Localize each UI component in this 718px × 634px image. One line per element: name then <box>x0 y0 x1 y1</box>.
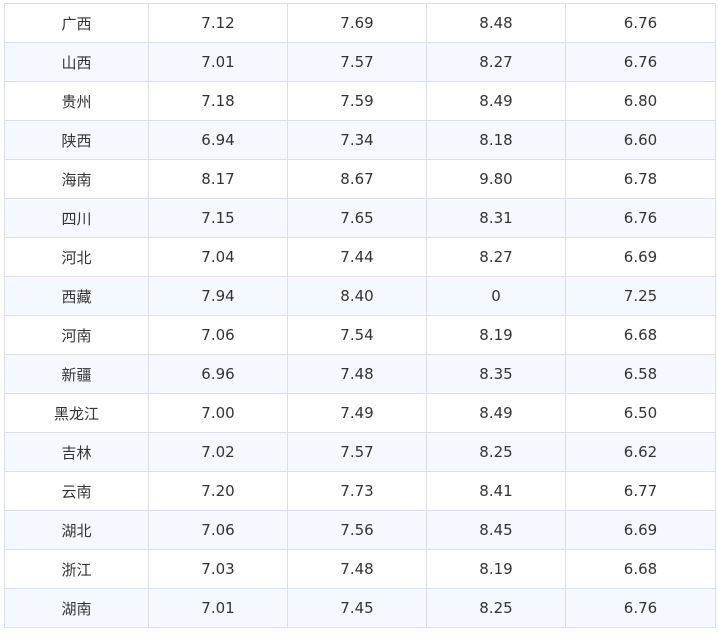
price-cell: 6.94 <box>148 120 288 160</box>
price-cell: 7.44 <box>287 237 427 277</box>
price-cell: 8.48 <box>426 3 566 43</box>
province-cell: 广西 <box>4 3 149 43</box>
price-cell: 7.57 <box>287 432 427 472</box>
price-cell: 6.68 <box>565 315 716 355</box>
price-cell: 8.40 <box>287 276 427 316</box>
price-cell: 8.49 <box>426 81 566 121</box>
price-cell: 8.67 <box>287 159 427 199</box>
province-cell: 新疆 <box>4 354 149 394</box>
price-cell: 7.48 <box>287 549 427 589</box>
price-cell: 6.78 <box>565 159 716 199</box>
price-cell: 7.20 <box>148 471 288 511</box>
price-cell: 7.54 <box>287 315 427 355</box>
table-row: 山西 7.01 7.57 8.27 6.76 <box>4 42 716 82</box>
price-cell: 6.76 <box>565 588 716 628</box>
price-cell: 7.04 <box>148 237 288 277</box>
table-row: 海南 8.17 8.67 9.80 6.78 <box>4 159 716 199</box>
table-row: 贵州 7.18 7.59 8.49 6.80 <box>4 81 716 121</box>
table-row: 河南 7.06 7.54 8.19 6.68 <box>4 315 716 355</box>
price-cell: 7.49 <box>287 393 427 433</box>
province-cell: 陕西 <box>4 120 149 160</box>
province-cell: 黑龙江 <box>4 393 149 433</box>
table-row: 吉林 7.02 7.57 8.25 6.62 <box>4 432 716 472</box>
table-row: 湖北 7.06 7.56 8.45 6.69 <box>4 510 716 550</box>
price-cell: 7.69 <box>287 3 427 43</box>
price-cell: 9.80 <box>426 159 566 199</box>
province-cell: 湖南 <box>4 588 149 628</box>
province-cell: 吉林 <box>4 432 149 472</box>
price-cell: 6.58 <box>565 354 716 394</box>
price-cell: 7.00 <box>148 393 288 433</box>
price-cell: 7.06 <box>148 510 288 550</box>
province-cell: 西藏 <box>4 276 149 316</box>
province-cell: 云南 <box>4 471 149 511</box>
price-cell: 7.34 <box>287 120 427 160</box>
table-row: 四川 7.15 7.65 8.31 6.76 <box>4 198 716 238</box>
price-cell: 8.31 <box>426 198 566 238</box>
price-cell: 8.45 <box>426 510 566 550</box>
price-cell: 7.01 <box>148 588 288 628</box>
price-cell: 6.76 <box>565 3 716 43</box>
price-cell: 7.01 <box>148 42 288 82</box>
price-cell: 7.18 <box>148 81 288 121</box>
province-cell: 贵州 <box>4 81 149 121</box>
price-cell: 7.94 <box>148 276 288 316</box>
province-cell: 河北 <box>4 237 149 277</box>
province-cell: 海南 <box>4 159 149 199</box>
table-row: 云南 7.20 7.73 8.41 6.77 <box>4 471 716 511</box>
price-cell: 6.76 <box>565 42 716 82</box>
price-cell: 8.18 <box>426 120 566 160</box>
province-cell: 浙江 <box>4 549 149 589</box>
price-cell: 6.69 <box>565 510 716 550</box>
province-cell: 山西 <box>4 42 149 82</box>
table-row: 浙江 7.03 7.48 8.19 6.68 <box>4 549 716 589</box>
price-cell: 6.62 <box>565 432 716 472</box>
price-cell: 7.15 <box>148 198 288 238</box>
price-cell: 8.19 <box>426 549 566 589</box>
price-cell: 7.56 <box>287 510 427 550</box>
price-table: 广西 7.12 7.69 8.48 6.76 山西 7.01 7.57 8.27 6.76 贵州 7.… <box>4 3 716 628</box>
price-cell: 8.27 <box>426 237 566 277</box>
table-row: 河北 7.04 7.44 8.27 6.69 <box>4 237 716 277</box>
table-body: 广西 7.12 7.69 8.48 6.76 山西 7.01 7.57 8.27 6.76 贵州 7.… <box>4 3 716 628</box>
table-row: 黑龙江 7.00 7.49 8.49 6.50 <box>4 393 716 433</box>
table-row: 陕西 6.94 7.34 8.18 6.60 <box>4 120 716 160</box>
province-cell: 湖北 <box>4 510 149 550</box>
table-row: 新疆 6.96 7.48 8.35 6.58 <box>4 354 716 394</box>
price-cell: 7.48 <box>287 354 427 394</box>
price-cell: 7.73 <box>287 471 427 511</box>
price-cell: 6.60 <box>565 120 716 160</box>
price-cell: 6.80 <box>565 81 716 121</box>
price-cell: 6.50 <box>565 393 716 433</box>
price-cell: 6.68 <box>565 549 716 589</box>
price-cell: 7.57 <box>287 42 427 82</box>
province-cell: 四川 <box>4 198 149 238</box>
price-cell: 6.76 <box>565 198 716 238</box>
table-row: 西藏 7.94 8.40 0 7.25 <box>4 276 716 316</box>
price-cell: 6.96 <box>148 354 288 394</box>
price-cell: 8.25 <box>426 588 566 628</box>
price-cell: 6.77 <box>565 471 716 511</box>
price-cell: 8.49 <box>426 393 566 433</box>
price-cell: 7.03 <box>148 549 288 589</box>
province-cell: 河南 <box>4 315 149 355</box>
price-cell: 8.35 <box>426 354 566 394</box>
table-row: 广西 7.12 7.69 8.48 6.76 <box>4 3 716 43</box>
price-cell: 8.17 <box>148 159 288 199</box>
price-cell: 7.06 <box>148 315 288 355</box>
price-cell: 6.69 <box>565 237 716 277</box>
price-cell: 7.12 <box>148 3 288 43</box>
price-cell: 8.19 <box>426 315 566 355</box>
table-row: 湖南 7.01 7.45 8.25 6.76 <box>4 588 716 628</box>
price-cell: 8.25 <box>426 432 566 472</box>
price-cell: 8.27 <box>426 42 566 82</box>
price-cell: 7.59 <box>287 81 427 121</box>
price-cell: 7.65 <box>287 198 427 238</box>
price-cell: 7.25 <box>565 276 716 316</box>
price-cell: 7.02 <box>148 432 288 472</box>
price-cell: 0 <box>426 276 566 316</box>
price-cell: 7.45 <box>287 588 427 628</box>
price-cell: 8.41 <box>426 471 566 511</box>
